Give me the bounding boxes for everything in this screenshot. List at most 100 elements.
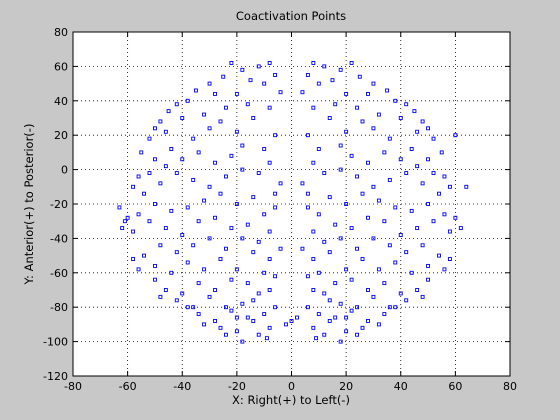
data-point — [169, 270, 174, 275]
data-point — [355, 174, 359, 179]
data-point — [349, 277, 354, 282]
data-point — [169, 208, 174, 213]
data-point — [415, 164, 420, 169]
data-point — [366, 288, 370, 292]
data-point — [442, 267, 447, 272]
data-point — [295, 315, 299, 320]
data-point — [207, 294, 212, 299]
data-point — [234, 129, 239, 134]
data-point — [213, 215, 217, 220]
data-point — [316, 212, 321, 217]
y-tick-label: -100 — [43, 336, 68, 349]
data-point — [273, 274, 278, 279]
data-point — [264, 336, 269, 341]
data-point — [191, 136, 196, 141]
data-point — [355, 246, 359, 251]
x-tick-label: 40 — [394, 380, 408, 393]
data-point — [240, 143, 245, 148]
axis-ticks: -80 -60 -40 -20 0 20 40 60 80 -120 -100 -80 -60 -40 -2… — [43, 26, 517, 393]
data-point — [152, 263, 157, 268]
data-point — [136, 212, 141, 217]
data-point — [273, 205, 278, 210]
data-point — [366, 215, 370, 220]
x-tick-label: 0 — [288, 380, 295, 393]
data-point — [256, 332, 261, 337]
data-point — [213, 319, 217, 323]
data-point — [202, 267, 207, 272]
data-point — [267, 229, 272, 234]
data-point — [221, 74, 226, 79]
data-point — [311, 105, 316, 110]
data-point — [213, 288, 217, 292]
data-point — [458, 226, 463, 231]
data-point — [289, 319, 294, 323]
data-point — [322, 291, 327, 296]
data-point — [166, 109, 171, 114]
data-point — [142, 191, 146, 196]
data-point — [125, 215, 130, 220]
data-point — [278, 181, 283, 186]
data-point — [267, 325, 272, 330]
data-point — [393, 205, 398, 210]
data-point — [262, 212, 267, 217]
data-point — [437, 191, 441, 196]
data-point — [420, 243, 425, 248]
data-point — [174, 102, 179, 107]
data-point — [251, 116, 256, 120]
data-point — [267, 288, 272, 292]
data-point — [185, 205, 190, 210]
data-point — [202, 112, 207, 117]
data-point — [439, 150, 444, 155]
data-point — [191, 305, 196, 310]
data-point — [223, 305, 228, 310]
data-point — [333, 315, 338, 320]
data-point — [409, 270, 414, 275]
data-point — [147, 136, 152, 141]
data-point — [305, 305, 310, 310]
data-point — [366, 160, 370, 165]
data-point — [398, 233, 403, 237]
data-point — [344, 329, 349, 334]
data-point — [273, 305, 278, 310]
data-point — [344, 315, 349, 320]
data-point — [300, 90, 305, 95]
grid-lines — [73, 32, 510, 376]
data-point — [185, 260, 190, 265]
data-point — [218, 257, 223, 261]
data-point — [382, 219, 387, 224]
data-point — [152, 202, 157, 206]
data-point — [322, 64, 327, 69]
data-point — [213, 91, 217, 96]
data-point — [158, 243, 163, 248]
data-point — [305, 205, 310, 210]
data-point — [376, 267, 381, 272]
data-point — [420, 181, 425, 186]
data-point — [256, 64, 261, 69]
data-point — [355, 305, 359, 310]
data-point — [163, 129, 168, 134]
data-point — [398, 157, 403, 162]
data-point — [158, 181, 163, 186]
data-point — [234, 202, 239, 206]
data-point — [344, 129, 349, 134]
data-point — [398, 116, 403, 120]
data-point — [311, 257, 316, 261]
data-point — [240, 236, 245, 241]
data-point — [248, 78, 253, 83]
data-point — [240, 301, 245, 306]
data-point — [355, 332, 359, 337]
x-tick-label: 80 — [503, 380, 517, 393]
data-point — [382, 312, 387, 317]
x-tick-label: 20 — [339, 380, 353, 393]
data-point — [349, 61, 354, 65]
data-point — [278, 246, 283, 251]
data-point — [387, 243, 392, 248]
data-point — [245, 281, 250, 286]
data-points — [117, 61, 469, 344]
data-point — [196, 150, 201, 155]
data-point — [218, 191, 223, 196]
y-tick-label: -40 — [50, 232, 68, 245]
data-point — [284, 322, 288, 327]
data-point — [136, 267, 141, 272]
